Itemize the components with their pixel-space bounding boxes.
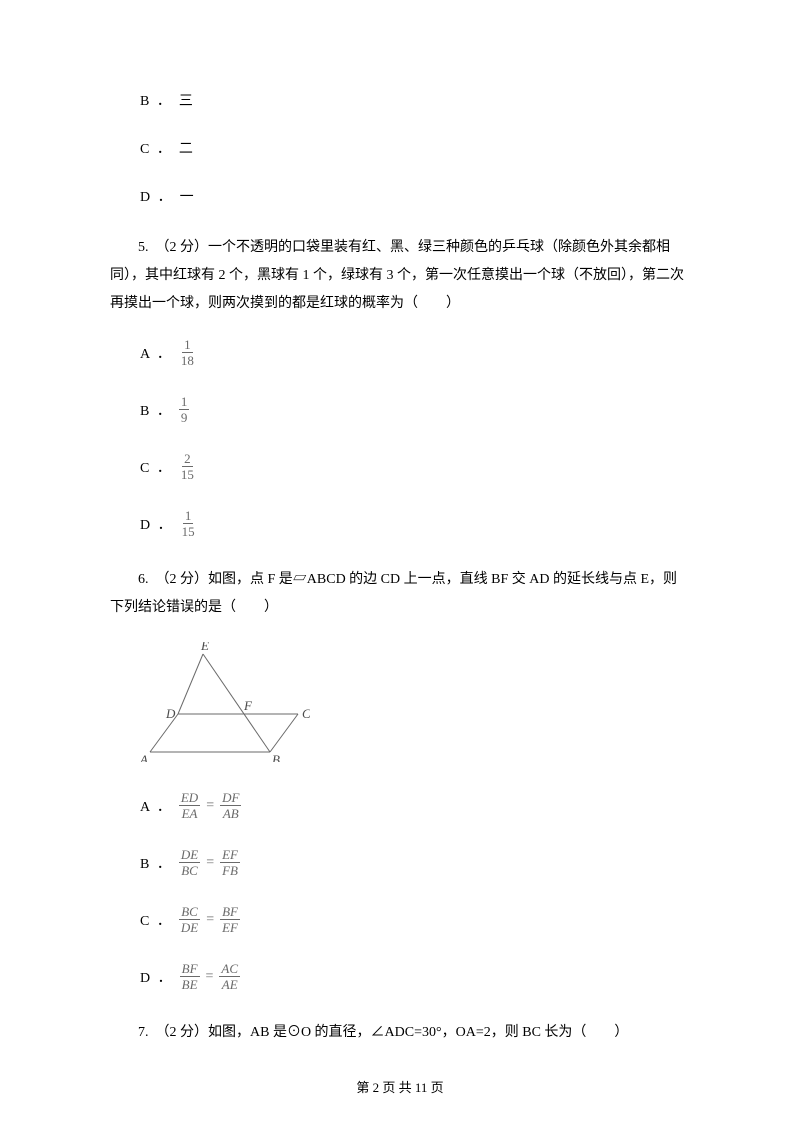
svg-text:B: B [272, 752, 280, 762]
q5-option-b: B ． 1 9 [110, 395, 690, 424]
option-letter: B ． [140, 90, 173, 110]
footer-mid: 页 共 [379, 1080, 415, 1095]
numerator: DE [179, 848, 200, 863]
footer-total: 11 [415, 1080, 428, 1095]
numerator: ED [179, 791, 200, 806]
option-text: 一 [180, 186, 194, 206]
page-footer: 第 2 页 共 11 页 [0, 1077, 800, 1096]
svg-text:F: F [243, 698, 253, 713]
denominator: BC [179, 863, 200, 877]
numerator: AC [219, 962, 240, 977]
q6-stem: 6. （2 分）如图，点 F 是▱ABCD 的边 CD 上一点，直线 BF 交 … [110, 566, 690, 622]
q6-diagram: A B C D E F [140, 642, 690, 767]
fraction: 1 18 [179, 338, 196, 367]
denominator: 15 [180, 524, 197, 538]
svg-text:D: D [165, 706, 176, 721]
q6-option-c: C ． BC DE = BF EF [110, 905, 690, 934]
svg-text:C: C [302, 706, 310, 721]
option-letter: D ． [140, 514, 174, 534]
q6-option-b: B ． DE BC = EF FB [110, 848, 690, 877]
option-letter: C ． [140, 910, 173, 930]
fraction: BF BE [180, 962, 200, 991]
numerator: 1 [183, 509, 194, 524]
numerator: 1 [182, 338, 193, 353]
denominator: 9 [179, 410, 190, 424]
fraction: EF FB [220, 848, 240, 877]
denominator: FB [220, 863, 240, 877]
equals-sign: = [204, 855, 216, 871]
q6-option-d: D ． BF BE = AC AE [110, 962, 690, 991]
option-letter: C ． [140, 457, 173, 477]
numerator: DF [220, 791, 241, 806]
option-letter: B ． [140, 853, 173, 873]
equation: BC DE = BF EF [179, 905, 240, 934]
q5-option-d: D ． 1 15 [110, 509, 690, 538]
q7-stem: 7. （2 分）如图，AB 是⊙O 的直径，∠ADC=30°，OA=2，则 BC… [110, 1019, 690, 1047]
q4-option-b: B ． 三 [110, 90, 690, 110]
fraction: 1 9 [179, 395, 190, 424]
fraction: BC DE [179, 905, 200, 934]
denominator: EF [220, 920, 240, 934]
denominator: BE [180, 977, 200, 991]
equals-sign: = [204, 798, 216, 814]
option-letter: D ． [140, 186, 174, 206]
q5-stem: 5. （2 分）一个不透明的口袋里装有红、黑、绿三种颜色的乒乓球（除颜色外其余都… [110, 234, 690, 318]
numerator: BF [220, 905, 240, 920]
denominator: AE [220, 977, 240, 991]
fraction: DE BC [179, 848, 200, 877]
fraction: DF AB [220, 791, 241, 820]
denominator: AB [221, 806, 241, 820]
equation: BF BE = AC AE [180, 962, 240, 991]
footer-prefix: 第 [356, 1080, 372, 1095]
equals-sign: = [204, 912, 216, 928]
fraction: 2 15 [179, 452, 196, 481]
option-text: 三 [179, 90, 193, 110]
option-letter: A ． [140, 343, 173, 363]
numerator: EF [220, 848, 240, 863]
option-letter: A ． [140, 796, 173, 816]
svg-text:A: A [140, 752, 148, 762]
option-letter: B ． [140, 400, 173, 420]
parallelogram-figure: A B C D E F [140, 642, 310, 762]
equation: DE BC = EF FB [179, 848, 240, 877]
q4-option-c: C ． 二 [110, 138, 690, 158]
equation: ED EA = DF AB [179, 791, 242, 820]
fraction: ED EA [179, 791, 200, 820]
numerator: 2 [182, 452, 193, 467]
option-letter: C ． [140, 138, 173, 158]
numerator: BF [180, 962, 200, 977]
page-body: B ． 三 C ． 二 D ． 一 5. （2 分）一个不透明的口袋里装有红、黑… [0, 0, 800, 1047]
q4-option-d: D ． 一 [110, 186, 690, 206]
numerator: 1 [179, 395, 190, 410]
svg-text:E: E [200, 642, 209, 653]
option-letter: D ． [140, 967, 174, 987]
denominator: EA [180, 806, 200, 820]
denominator: 15 [179, 467, 196, 481]
q5-option-a: A ． 1 18 [110, 338, 690, 367]
fraction: 1 15 [180, 509, 197, 538]
footer-suffix: 页 [427, 1080, 443, 1095]
option-text: 二 [179, 138, 193, 158]
q5-option-c: C ． 2 15 [110, 452, 690, 481]
denominator: 18 [179, 353, 196, 367]
fraction: AC AE [219, 962, 240, 991]
denominator: DE [179, 920, 200, 934]
numerator: BC [179, 905, 200, 920]
equals-sign: = [204, 969, 216, 985]
q6-option-a: A ． ED EA = DF AB [110, 791, 690, 820]
fraction: BF EF [220, 905, 240, 934]
